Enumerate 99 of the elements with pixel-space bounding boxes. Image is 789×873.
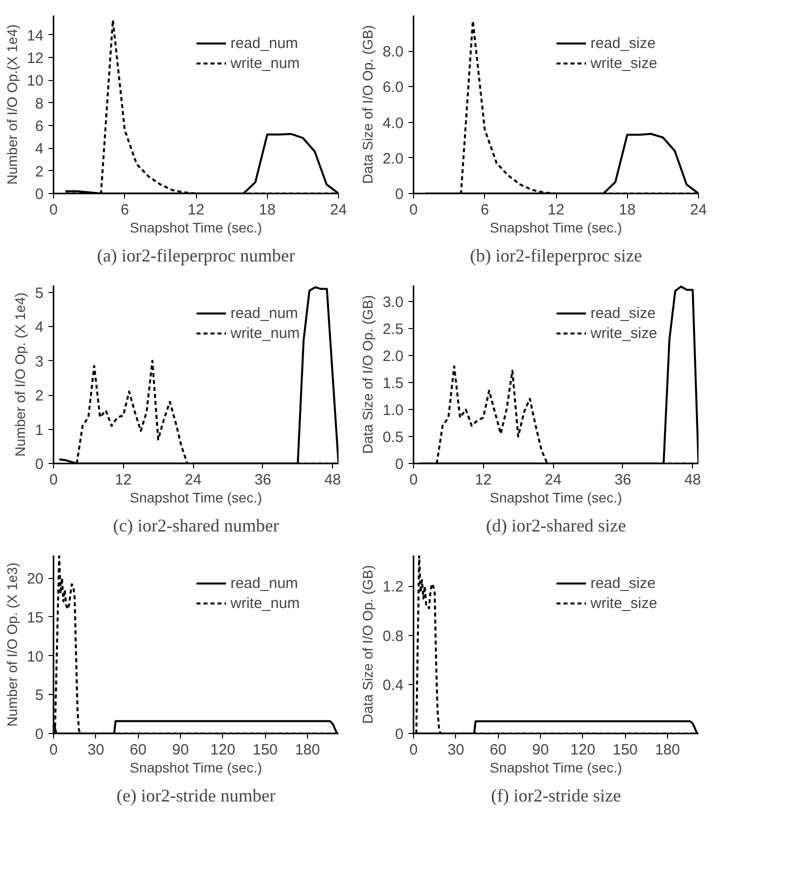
x-tick-label: 0 [409, 742, 418, 758]
x-tick-label: 48 [324, 472, 342, 488]
y-axis-title: Number of I/O Op.(X 1e4) [4, 24, 20, 185]
y-tick-label: 4.0 [382, 114, 404, 132]
y-tick-label: 10 [26, 648, 44, 666]
legend-label: read_num [230, 304, 298, 322]
y-tick-label: 0 [395, 726, 404, 743]
x-tick-label: 36 [614, 472, 632, 488]
legend-label: write_size [590, 594, 658, 612]
y-tick-label: 4 [35, 319, 44, 336]
y-tick-label: 2 [35, 163, 44, 180]
text: (c) ior2-shared number [113, 516, 279, 536]
x-tick-label: 120 [210, 742, 236, 758]
y-tick-label: 0 [35, 186, 44, 203]
y-tick-label: 2 [35, 388, 44, 405]
legend-label: read_size [590, 574, 656, 592]
y-tick-label: 0.5 [382, 429, 404, 446]
x-tick-label: 24 [330, 202, 347, 218]
legend-label: write_size [590, 54, 658, 72]
x-tick-label: 150 [252, 742, 278, 758]
y-axis-title: Data Size of I/O Op. (GB) [360, 25, 376, 184]
x-tick-label: 12 [188, 202, 204, 218]
x-tick-label: 180 [294, 742, 320, 758]
y-tick-label: 1 [35, 422, 44, 439]
y-tick-label: 5 [35, 687, 44, 704]
x-tick-label: 36 [254, 472, 272, 488]
x-axis-title: Snapshot Time (sec.) [130, 760, 262, 776]
x-tick-label: 12 [548, 202, 564, 218]
y-tick-label: 20 [26, 570, 44, 588]
y-axis-title: Data Size of I/O Op. (GB) [360, 295, 376, 454]
legend-label: write_num [230, 54, 300, 72]
x-tick-label: 0 [49, 472, 58, 488]
legend-label: read_num [230, 34, 298, 52]
x-tick-label: 0 [409, 202, 418, 218]
legend-label: read_num [230, 574, 298, 592]
x-tick-label: 30 [447, 742, 464, 758]
legend-label: read_size [590, 34, 656, 52]
x-axis-title: Snapshot Time (sec.) [490, 220, 622, 236]
x-tick-label: 60 [130, 742, 146, 758]
x-tick-label: 0 [49, 202, 58, 218]
x-tick-label: 120 [570, 742, 596, 758]
x-axis-title: Snapshot Time (sec.) [130, 220, 262, 236]
x-tick-label: 90 [532, 742, 549, 758]
y-axis-title: Number of I/O Op. (X 1e3) [4, 562, 20, 727]
y-tick-label: 0 [35, 726, 44, 743]
x-tick-label: 0 [409, 472, 418, 488]
y-tick-label: 6 [35, 118, 44, 135]
x-tick-label: 48 [684, 472, 702, 488]
y-tick-label: 1.5 [382, 375, 404, 392]
x-axis-title: Snapshot Time (sec.) [490, 760, 622, 776]
legend-label: read_size [590, 304, 656, 322]
y-tick-label: 2.0 [382, 150, 404, 168]
x-tick-label: 18 [258, 202, 276, 218]
y-tick-label: 10 [26, 72, 44, 90]
y-tick-label: 5 [35, 284, 44, 302]
y-tick-label: 6.0 [382, 79, 404, 96]
x-axis-title: Snapshot Time (sec.) [130, 490, 262, 506]
legend-label: write_num [230, 324, 300, 342]
y-tick-label: 2.5 [382, 321, 404, 338]
x-tick-label: 0 [49, 742, 58, 758]
x-tick-label: 12 [114, 472, 132, 488]
x-tick-label: 30 [87, 742, 104, 758]
y-tick-label: 0 [35, 456, 44, 473]
x-tick-label: 6 [480, 202, 489, 218]
y-tick-label: 8 [35, 95, 44, 112]
x-tick-label: 12 [474, 472, 492, 488]
x-tick-label: 18 [618, 202, 636, 218]
y-tick-label: 2.0 [382, 348, 404, 366]
y-tick-label: 1.2 [382, 578, 404, 596]
text: (e) ior2-stride number [116, 786, 276, 806]
y-tick-label: 4 [35, 140, 44, 158]
text: (a) ior2-fileperproc number [97, 246, 295, 266]
x-tick-label: 60 [490, 742, 506, 758]
y-tick-label: 0.4 [382, 676, 404, 694]
x-tick-label: 24 [544, 472, 562, 488]
x-axis-title: Snapshot Time (sec.) [490, 490, 622, 506]
legend-label: write_size [590, 324, 658, 342]
text: (d) ior2-shared size [486, 516, 626, 536]
y-tick-label: 0 [395, 186, 404, 203]
y-tick-label: 3.0 [382, 294, 404, 312]
x-tick-label: 24 [184, 472, 202, 488]
x-tick-label: 150 [612, 742, 638, 758]
x-tick-label: 24 [690, 202, 707, 218]
x-tick-label: 6 [120, 202, 129, 218]
y-tick-label: 0 [395, 456, 404, 473]
text: (b) ior2-fileperproc size [470, 246, 642, 266]
y-axis-title: Data Size of I/O Op. (GB) [360, 565, 376, 724]
y-tick-label: 0.8 [382, 628, 404, 645]
y-tick-label: 14 [26, 27, 44, 44]
x-tick-label: 180 [654, 742, 680, 758]
legend-label: write_num [230, 594, 300, 612]
y-tick-label: 12 [26, 50, 44, 67]
y-tick-label: 1.0 [382, 402, 404, 420]
y-axis-title: Number of I/O Op. (X 1e4) [12, 292, 28, 457]
x-tick-label: 90 [172, 742, 189, 758]
y-tick-label: 3 [35, 353, 44, 370]
y-tick-label: 8.0 [382, 44, 404, 61]
text: (f) ior2-stride size [491, 786, 621, 806]
y-tick-label: 15 [26, 609, 44, 626]
